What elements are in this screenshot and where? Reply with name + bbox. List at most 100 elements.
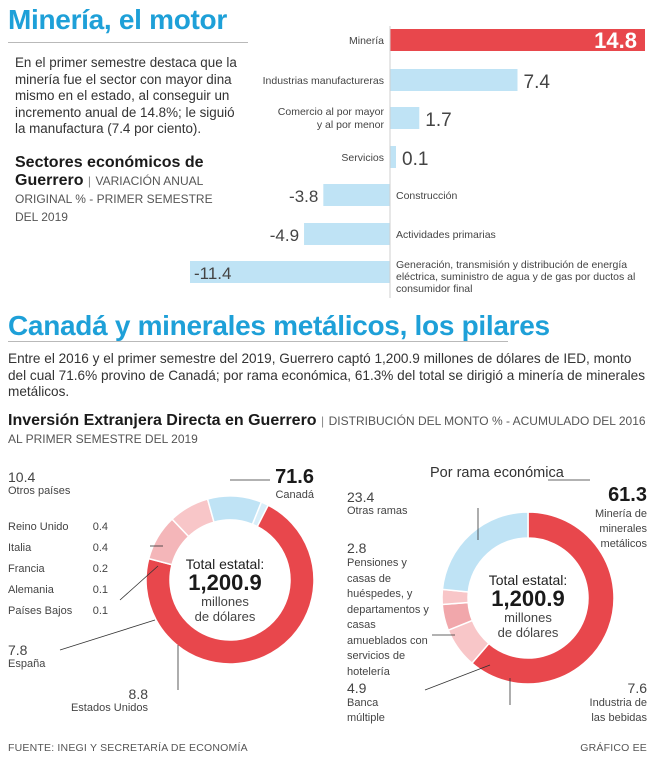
bar-6 [190, 261, 390, 283]
bar-value-1: 7.4 [524, 72, 551, 93]
bar-category-5: Actividades primarias [396, 229, 496, 241]
small-country-name: Países Bajos [8, 605, 73, 617]
svg-text:Industrias manufactureras: Industrias manufactureras [263, 75, 384, 87]
section2-chart-title: Inversión Extranjera Directa en Guerrero [8, 412, 317, 429]
bar-3 [390, 146, 396, 168]
pie2-label-otras: 23.4 Otras ramas [347, 489, 408, 518]
pie1-label-eeuu: 8.8 Estados Unidos [68, 686, 148, 715]
pie1-canada-value: 71.6 [275, 466, 314, 488]
svg-text:y al por menor: y al por menor [317, 119, 385, 131]
pie2-pensiones-name: Pensiones y casas de huéspedes, y depart… [347, 557, 429, 678]
section2-chart-heading: Inversión Extranjera Directa en Guerrero… [8, 412, 646, 446]
pie1-eeuu-value: 8.8 [128, 686, 148, 702]
svg-text:Comercio al por mayor: Comercio al por mayor [278, 106, 385, 118]
small-country-row: Alemania 0.1 [8, 580, 108, 601]
bar-value-2: 1.7 [425, 110, 451, 131]
pie2-slice-4 [441, 511, 529, 593]
pie1-leader-small [119, 565, 159, 601]
section2-chart-desc: Distribución del monto % - acumulado del… [8, 414, 646, 446]
pie2-otras-value: 23.4 [347, 489, 375, 505]
bar-category-6: Generación, transmisión y distribución d… [396, 259, 635, 295]
pie1-espana-name: España [8, 658, 46, 670]
small-country-name: Alemania [8, 584, 54, 596]
pie2-leader-banca [424, 664, 491, 691]
svg-text:Minería: Minería [349, 35, 384, 47]
footer-source: FUENTE: INEGI Y SECRETARÍA DE ECONOMÍA [8, 742, 248, 754]
pie1-center-unit1: millones [201, 594, 249, 609]
bar-category-1: Industrias manufactureras [263, 75, 384, 87]
svg-text:Actividades primarias: Actividades primarias [396, 229, 496, 241]
footer-credit: GRÁFICO EE [580, 742, 647, 754]
pie1-small-countries: Reino Unido 0.4 Italia 0.4 Francia 0.2 Alemani… [8, 517, 108, 622]
pie2-center: Total estatal: 1,200.9 millones de dólar… [482, 572, 574, 640]
pie1-espana-value: 7.8 [8, 642, 28, 658]
pie2-label-banca: 4.9 Banca múltiple [347, 680, 417, 726]
section2-title: Canadá y minerales metálicos, los pilare… [8, 310, 550, 341]
bar-category-4: Construcción [396, 190, 457, 202]
small-country-name: Francia [8, 563, 45, 575]
section1-title: Minería, el motor [8, 4, 227, 35]
pie2-center-unit1: millones [504, 610, 552, 625]
pie2-mineria-value: 61.3 [608, 484, 647, 506]
pie1-canada-name: Canadá [275, 489, 314, 501]
small-country-row: Reino Unido 0.4 [8, 517, 108, 538]
bar-value-3: 0.1 [402, 149, 428, 170]
section1-rule [8, 42, 248, 43]
bar-value-5: -4.9 [270, 226, 299, 245]
small-country-value: 0.4 [92, 542, 108, 554]
section1-chart-heading: Sectores económicos de Guerrero | Variac… [15, 154, 213, 224]
pie2-label-pensiones: 2.8 Pensiones y casas de huéspedes, y de… [347, 540, 437, 680]
pie2-otras-name: Otras ramas [347, 505, 408, 517]
svg-text:eléctrica, suministro de agua: eléctrica, suministro de agua y de gas p… [396, 271, 635, 283]
section1-chart-title: Sectores económicos de Guerrero [15, 154, 204, 189]
right-pie-heading: Por rama económica [430, 465, 564, 481]
small-country-value: 0.1 [92, 605, 108, 617]
pie2-center-unit2: de dólares [497, 625, 559, 640]
bar-value-4: -3.8 [289, 187, 318, 206]
svg-text:Servicios: Servicios [341, 152, 384, 164]
small-country-name: Italia [8, 542, 32, 554]
bar-4 [323, 184, 390, 206]
section2-rule [8, 341, 508, 342]
svg-text:consumidor final: consumidor final [396, 283, 472, 295]
pie2-bebidas-name: Industria de las bebidas [589, 697, 647, 724]
pie2-mineria-name: Minería de minerales metálicos [595, 508, 647, 550]
pie2-center-value: 1,200.9 [491, 586, 565, 611]
pie1-label-espana: 7.8 España [8, 642, 45, 671]
pie1-center-label: Total estatal: [185, 556, 265, 572]
sector-bar-chart: 14.8 Minería 7.4 Industrias manufactureras 1… [190, 26, 645, 298]
section2-text: Entre el 2016 y el primer semestre del 2… [8, 351, 646, 399]
pie1-center: Total estatal: 1,200.9 millones de dólar… [180, 556, 270, 624]
pie2-slice-0 [470, 511, 615, 685]
pie2-banca-value: 4.9 [347, 680, 367, 696]
section1-text: En el primer semestre destaca que la min… [15, 55, 237, 136]
pie1-eeuu-name: Estados Unidos [70, 702, 148, 714]
small-country-row: Francia 0.2 [8, 559, 108, 580]
pie1-label-canada: 71.6 Canadá [250, 466, 314, 502]
svg-text:Construcción: Construcción [396, 190, 457, 202]
pie2-bebidas-value: 7.6 [627, 680, 647, 696]
bar-value-0: 14.8 [594, 28, 637, 53]
pie2-banca-name: Banca múltiple [347, 697, 385, 724]
small-country-name: Reino Unido [8, 521, 69, 533]
bar-1 [390, 69, 518, 91]
bar-2 [390, 107, 420, 129]
pie1-leader-espana [59, 619, 156, 651]
small-country-value: 0.2 [92, 563, 108, 575]
pie2-label-bebidas: 7.6 Industria de las bebidas [575, 680, 647, 726]
pie1-center-value: 1,200.9 [188, 570, 262, 595]
pie1-slice-4 [251, 501, 270, 528]
pie2-pensiones-value: 2.8 [347, 540, 367, 556]
ied-donut-charts [59, 479, 615, 705]
pie1-slice-0 [145, 504, 315, 665]
pie2-label-mineria: 61.3 Minería de minerales metálicos [570, 484, 647, 552]
pie1-otros-name: Otros países [8, 485, 71, 497]
pie1-center-unit2: de dólares [194, 609, 256, 624]
small-country-value: 0.4 [92, 521, 108, 533]
small-country-row: Italia 0.4 [8, 538, 108, 559]
bar-5 [304, 223, 390, 245]
small-country-row: Países Bajos 0.1 [8, 601, 108, 622]
bar-0 [390, 29, 645, 51]
small-country-value: 0.1 [92, 584, 108, 596]
